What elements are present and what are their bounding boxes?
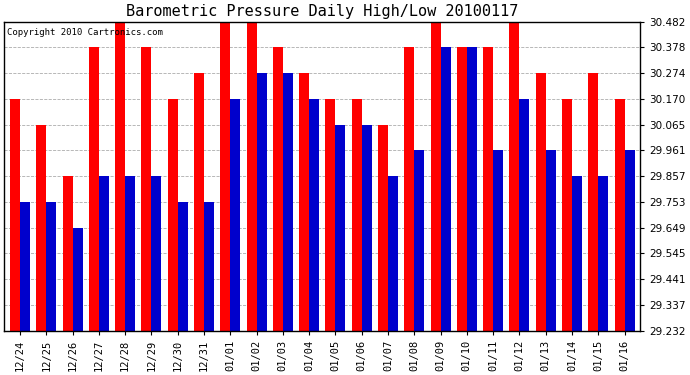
Bar	[299, 73, 309, 330]
Bar	[457, 47, 467, 330]
Bar	[115, 22, 125, 330]
Bar	[335, 125, 346, 330]
Bar	[589, 73, 598, 330]
Bar	[352, 99, 362, 330]
Bar	[20, 202, 30, 330]
Bar	[431, 22, 440, 330]
Bar	[72, 228, 83, 330]
Bar	[177, 202, 188, 330]
Bar	[404, 47, 414, 330]
Bar	[46, 202, 56, 330]
Bar	[598, 176, 609, 330]
Bar	[572, 176, 582, 330]
Bar	[440, 47, 451, 330]
Bar	[230, 99, 240, 330]
Bar	[378, 125, 388, 330]
Bar	[624, 150, 635, 330]
Bar	[89, 47, 99, 330]
Bar	[483, 47, 493, 330]
Bar	[414, 150, 424, 330]
Bar	[257, 73, 266, 330]
Bar	[141, 47, 151, 330]
Bar	[535, 73, 546, 330]
Bar	[194, 73, 204, 330]
Bar	[520, 99, 529, 330]
Bar	[615, 99, 624, 330]
Bar	[125, 176, 135, 330]
Bar	[509, 22, 520, 330]
Text: Copyright 2010 Cartronics.com: Copyright 2010 Cartronics.com	[8, 28, 164, 37]
Bar	[388, 176, 398, 330]
Bar	[326, 99, 335, 330]
Bar	[151, 176, 161, 330]
Title: Barometric Pressure Daily High/Low 20100117: Barometric Pressure Daily High/Low 20100…	[126, 4, 518, 19]
Bar	[204, 202, 214, 330]
Bar	[273, 47, 283, 330]
Bar	[562, 99, 572, 330]
Bar	[309, 99, 319, 330]
Bar	[63, 176, 72, 330]
Bar	[546, 150, 555, 330]
Bar	[99, 176, 109, 330]
Bar	[10, 99, 20, 330]
Bar	[362, 125, 372, 330]
Bar	[246, 22, 257, 330]
Bar	[493, 150, 503, 330]
Bar	[283, 73, 293, 330]
Bar	[467, 47, 477, 330]
Bar	[220, 22, 230, 330]
Bar	[37, 125, 46, 330]
Bar	[168, 99, 177, 330]
